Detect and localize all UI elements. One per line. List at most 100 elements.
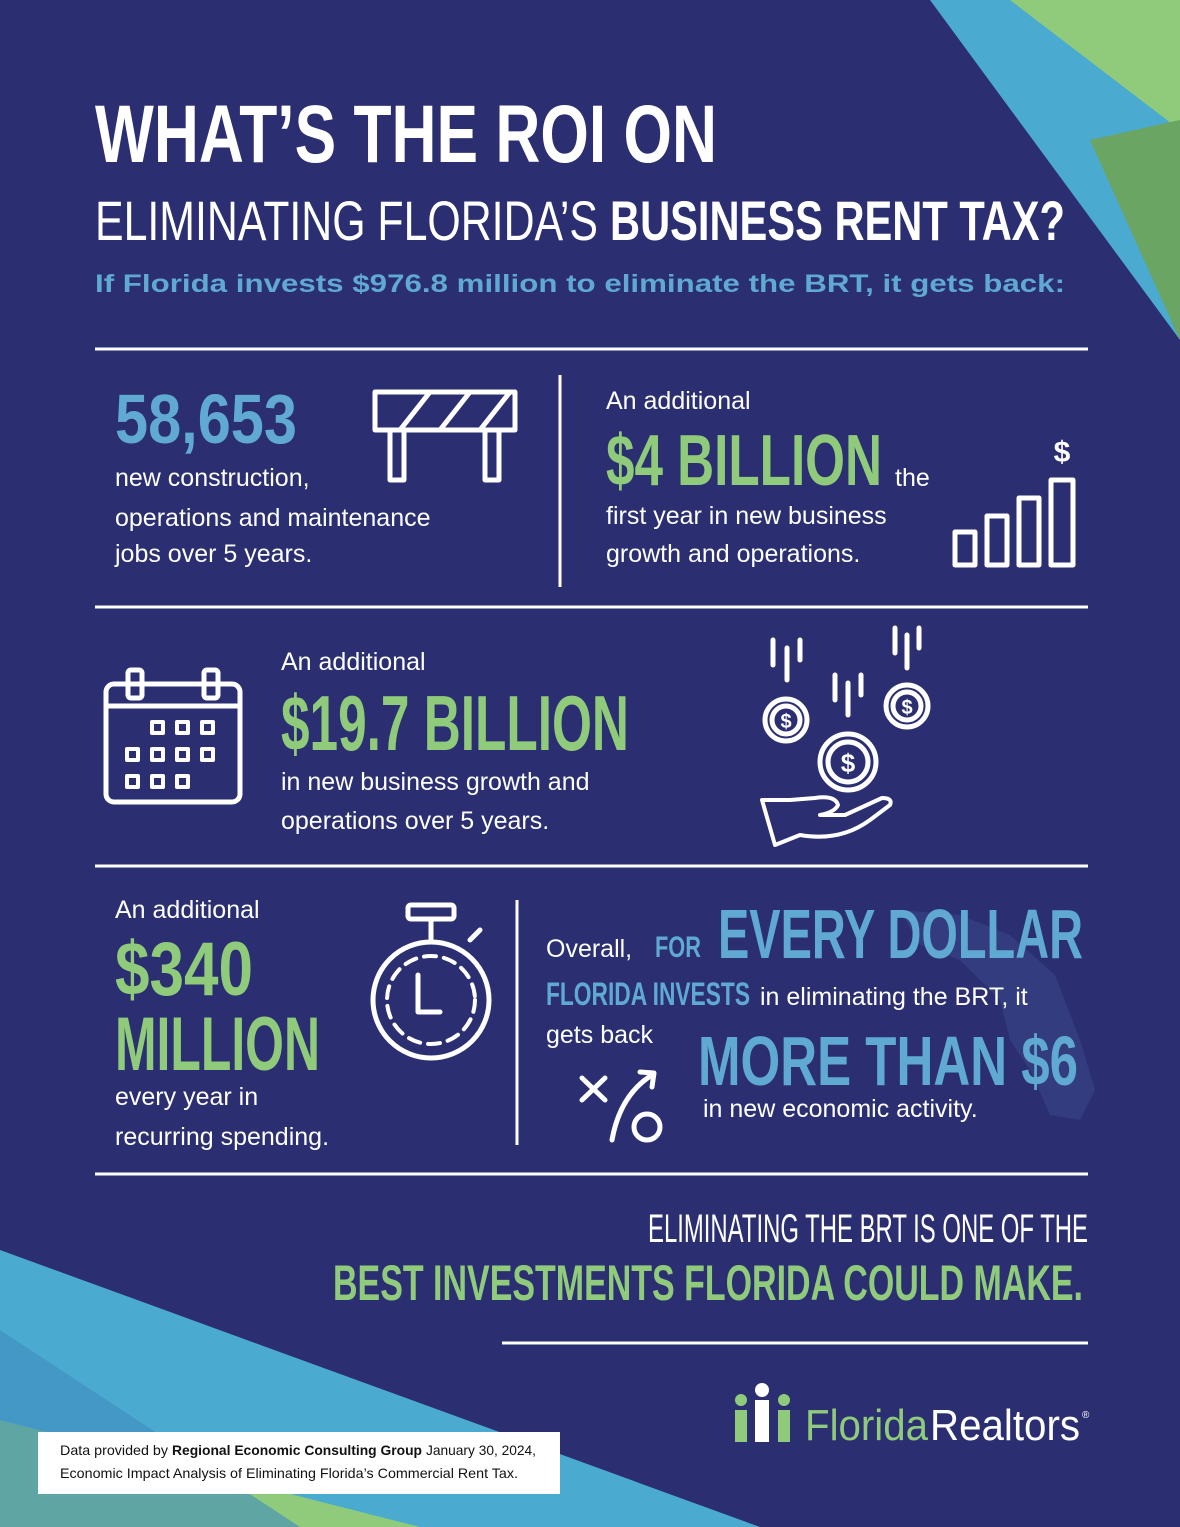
dollar-sign: $ [901,697,912,719]
icon-part [103,681,243,805]
play-icon [579,1069,663,1143]
icon-part [755,1383,769,1397]
stat-number: $4 BILLION [606,421,882,501]
icon-part [778,1410,790,1442]
icon-part [372,389,518,433]
logo-mark-symbol: ® [1082,1410,1090,1421]
coins-icon: $ $ $ [760,625,931,847]
icon-part [150,720,165,735]
icon-part [150,747,165,762]
icon-part [735,1410,747,1442]
stat-text: first year in new business [606,502,887,530]
corner-shape [930,0,1180,340]
stat-number: MILLION [115,1002,320,1087]
icon-part [125,720,215,789]
logo-text: Florida [805,1401,928,1450]
stat-number: $340 [115,927,253,1012]
stat-intro: An additional [115,896,260,924]
icon-part [387,427,407,483]
icon-part [125,774,140,789]
roi-highlight: FLORIDA INVESTS [546,976,750,1012]
icon-part [769,703,803,737]
icon-part [579,1075,608,1103]
conclusion: ELIMINATING THE BRT IS ONE OF THE [648,1207,1088,1251]
stat-text: new construction, [115,464,310,492]
dollar-sign: $ [780,711,791,733]
footer-text: Economic Impact Analysis of Eliminating … [60,1465,518,1481]
roi-text: Overall, [546,935,632,963]
icon-part [175,720,190,735]
stat-intro: An additional [606,387,751,415]
icon-part [150,774,165,789]
icon-part [1048,477,1076,568]
logo-text: Realtors [930,1401,1080,1450]
icon-part [482,427,502,483]
barrier-icon [372,389,518,483]
icon-part [397,389,433,433]
conclusion-highlight: BEST INVESTMENTS FLORIDA COULD MAKE. [333,1255,1083,1311]
stat-text: recurring spending. [115,1123,329,1151]
roi-text: in eliminating the BRT, it [760,983,1028,1011]
icon-part [201,667,221,701]
stopwatch-icon [370,902,492,1061]
dollar-sign: $ [1054,436,1071,469]
footer-source: Regional Economic Consulting Group [172,1442,422,1458]
icon-part [200,747,215,762]
icon-part [125,667,145,701]
icon-part [952,529,978,568]
title-bold: BUSINESS RENT TAX? [610,189,1065,252]
calendar-icon [103,667,243,805]
icon-part [175,774,190,789]
icon-part [175,747,190,762]
title-light: ELIMINATING FLORIDA’S [95,189,598,252]
stat-text: growth and operations. [606,540,860,568]
icon-part [609,1072,655,1143]
icon-part [1016,495,1042,568]
stat-text: in new business growth and [281,768,590,796]
icon-part [415,972,443,1015]
icon-part [890,689,924,723]
logo-mark [735,1383,790,1442]
icon-part [200,720,215,735]
roi-text: gets back [546,1021,654,1049]
icon-part [760,795,893,847]
roi-text: in new economic activity. [703,1095,978,1123]
icon-part [755,1400,769,1442]
title: WHAT’S THE ROI ON [95,89,717,180]
stat-number: $19.7 BILLION [281,679,629,767]
footer-box [38,1432,560,1494]
stat-text: operations over 5 years. [281,807,549,835]
dollar-sign: $ [841,748,856,778]
florida-shape [900,910,1095,1120]
icon-part [631,1111,663,1143]
icon-part [778,1394,790,1406]
icon-part [125,747,140,762]
corner-shape [1010,0,1180,130]
icon-part [437,389,473,433]
stat-text: the [895,464,930,492]
stat-text: jobs over 5 years. [114,540,312,568]
icon-part [883,682,931,730]
icon-part [477,389,513,433]
icon-part [385,954,477,1046]
icon-part [762,696,810,744]
stat-text: operations and maintenance [115,504,431,532]
icon-part [735,1394,747,1406]
subtitle: If Florida invests $976.8 million to eli… [95,270,1065,298]
stat-intro: An additional [281,648,426,676]
icon-part [637,1069,657,1090]
roi-highlight: MORE THAN $6 [698,1022,1078,1100]
roi-highlight: FOR [655,931,701,964]
icon-part [817,731,879,793]
stat-text: every year in [115,1083,258,1111]
stat-number: 58,653 [115,380,297,458]
footer-text: Data provided by [60,1442,168,1458]
icon-part [984,513,1010,568]
icon-part [467,927,483,943]
icon-part [825,739,871,785]
roi-highlight: EVERY DOLLAR [718,895,1083,973]
growth-icon: $ [952,436,1076,568]
footer-text: January 30, 2024, [426,1442,536,1458]
